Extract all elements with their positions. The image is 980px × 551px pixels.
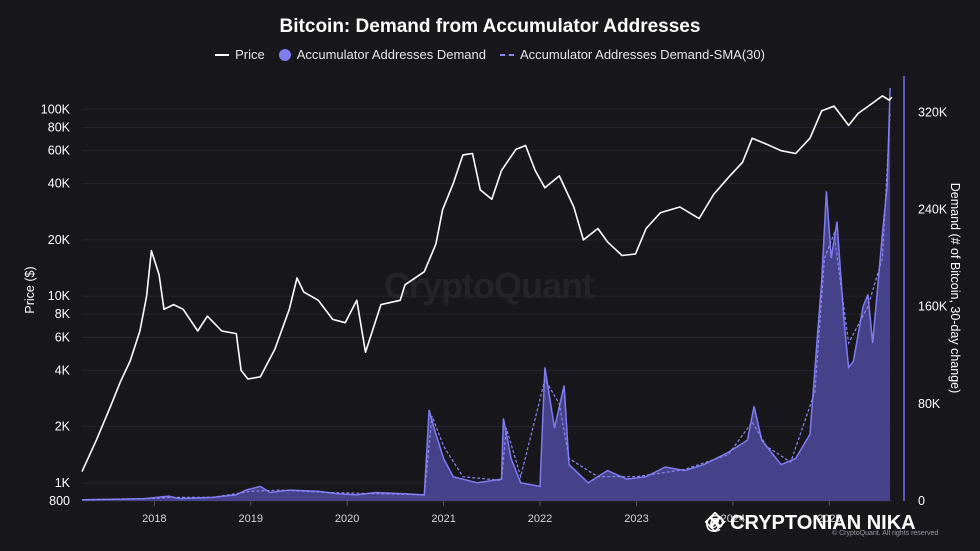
left-tick-label: 1K [55,476,71,490]
x-tick-label: 2024 [721,513,745,525]
legend-swatch-price [215,53,230,56]
brand-overlay-text: @ CRYPTONIAN NIKA [705,512,916,534]
left-tick-label: 8K [55,307,71,321]
x-tick-label: 2022 [528,513,552,525]
x-tick-label: 2020 [335,513,359,525]
binance-diamond-icon [705,512,725,532]
demand-line [81,87,891,501]
brand-overlay: @ CRYPTONIAN NIKA [705,512,916,535]
legend-label-price: Price [235,47,265,62]
legend-item-sma[interactable]: Accumulator Addresses Demand-SMA(30) [500,47,765,62]
x-tick-label: 2018 [142,513,166,525]
x-tick-label: 2023 [624,513,648,525]
axes: 800 1K 2K 4K 6K 8K 10K 20K 40K 60K 80K 100K 0 80K 160K… [23,76,962,525]
grid-lines [82,108,892,502]
copyright-text: © CryptoQuant. All rights reserved [832,530,939,537]
demand-series-layer [81,87,891,501]
cryptoquant-watermark: CryptoQuant [384,265,594,306]
legend-item-demand[interactable]: Accumulator Addresses Demand [278,47,486,62]
right-tick-label: 240K [918,202,948,216]
y-axis-label-right: Demand (# of Bitcoin, 30-day change) [948,183,962,394]
legend-label-demand: Accumulator Addresses Demand [296,47,486,62]
sma-series-layer [81,112,891,501]
legend-item-price[interactable]: Price [215,47,265,62]
left-tick-label: 800 [49,494,70,508]
x-tick-label: 2025 [817,513,841,525]
left-tick-label: 100K [41,102,71,116]
left-tick-label: 20K [48,233,71,247]
chart-title: Bitcoin: Demand from Accumulator Address… [279,16,701,37]
legend-label-sma: Accumulator Addresses Demand-SMA(30) [520,47,765,62]
legend-swatch-demand [278,48,291,61]
left-tick-label: 2K [55,420,71,434]
sma-line [81,112,891,501]
price-line [81,95,893,472]
left-tick-label: 4K [55,363,71,377]
left-tick-label: 40K [48,177,71,191]
demand-area [82,88,891,501]
right-tick-label: 160K [918,300,948,314]
legend-swatch-sma [500,53,514,56]
right-tick-label: 80K [918,397,941,411]
legend: Price Accumulator Addresses Demand Accum… [0,47,980,62]
left-tick-label: 6K [55,331,71,345]
x-tick-label: 2021 [431,513,455,525]
x-tick-label: 2019 [239,513,263,525]
left-tick-label: 10K [48,289,71,303]
left-tick-label: 60K [48,144,71,158]
left-tick-label: 80K [48,120,71,134]
right-tick-label: 320K [918,105,948,119]
price-series-layer [81,95,893,472]
right-tick-label: 0 [918,494,925,508]
y-axis-label-left: Price ($) [23,266,37,313]
